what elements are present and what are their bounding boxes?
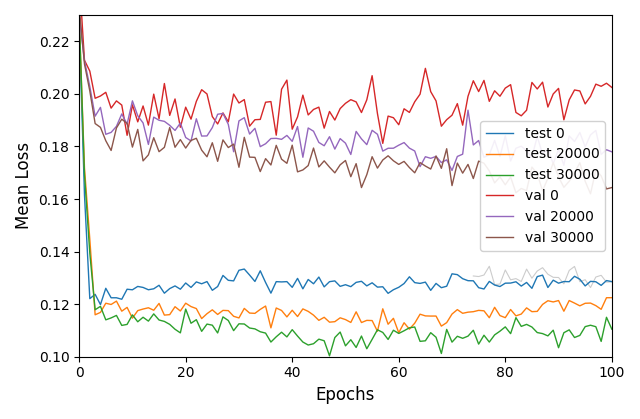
Line: val 0: val 0 [79, 0, 612, 143]
Line: test 30000: test 30000 [79, 15, 612, 356]
test 20000 [480, 308, 488, 313]
val 20000 [448, 168, 456, 173]
val 0 [209, 114, 216, 119]
test 30000 [321, 338, 328, 343]
val 0 [321, 126, 328, 131]
val 30000 [608, 185, 616, 190]
test 20000 [400, 320, 408, 325]
test 30000 [400, 328, 408, 333]
val 0 [454, 101, 461, 106]
test 20000 [113, 299, 120, 304]
val 20000 [395, 143, 403, 148]
Legend: test 0, test 20000, test 30000, val 0, val 20000, val 30000: test 0, test 20000, test 30000, val 0, v… [480, 121, 605, 251]
test 20000 [454, 307, 461, 312]
X-axis label: Epochs: Epochs [316, 386, 375, 404]
test 0 [97, 302, 104, 307]
test 20000 [209, 307, 216, 312]
test 0 [454, 272, 461, 277]
val 0 [400, 106, 408, 111]
Line: test 0: test 0 [79, 23, 612, 305]
test 30000 [326, 353, 333, 358]
val 30000 [113, 125, 120, 130]
val 0 [608, 85, 616, 90]
val 0 [480, 78, 488, 83]
val 30000 [209, 140, 216, 145]
Y-axis label: Mean Loss: Mean Loss [15, 142, 33, 230]
val 20000 [608, 149, 616, 154]
val 30000 [587, 191, 595, 196]
val 0 [379, 141, 387, 146]
val 30000 [475, 159, 483, 164]
val 30000 [321, 158, 328, 163]
val 30000 [76, 4, 83, 9]
test 30000 [454, 334, 461, 339]
test 0 [214, 284, 221, 289]
val 30000 [448, 183, 456, 188]
val 20000 [321, 143, 328, 148]
test 30000 [209, 323, 216, 328]
test 0 [118, 297, 125, 302]
test 30000 [76, 13, 83, 18]
val 20000 [209, 125, 216, 130]
val 30000 [395, 162, 403, 167]
test 0 [400, 281, 408, 286]
Line: val 20000: val 20000 [79, 16, 612, 171]
Line: val 30000: val 30000 [79, 7, 612, 194]
test 0 [326, 279, 333, 284]
test 30000 [608, 327, 616, 332]
test 20000 [76, 14, 83, 19]
Line: test 20000: test 20000 [79, 16, 612, 333]
val 20000 [454, 154, 461, 159]
test 30000 [113, 313, 120, 318]
test 30000 [480, 333, 488, 338]
test 20000 [321, 315, 328, 320]
val 20000 [76, 13, 83, 18]
val 0 [113, 98, 120, 103]
val 20000 [113, 124, 120, 129]
test 0 [608, 279, 616, 284]
test 20000 [608, 295, 616, 300]
test 20000 [395, 330, 403, 335]
val 20000 [480, 155, 488, 160]
test 0 [480, 287, 488, 292]
test 0 [76, 20, 83, 25]
